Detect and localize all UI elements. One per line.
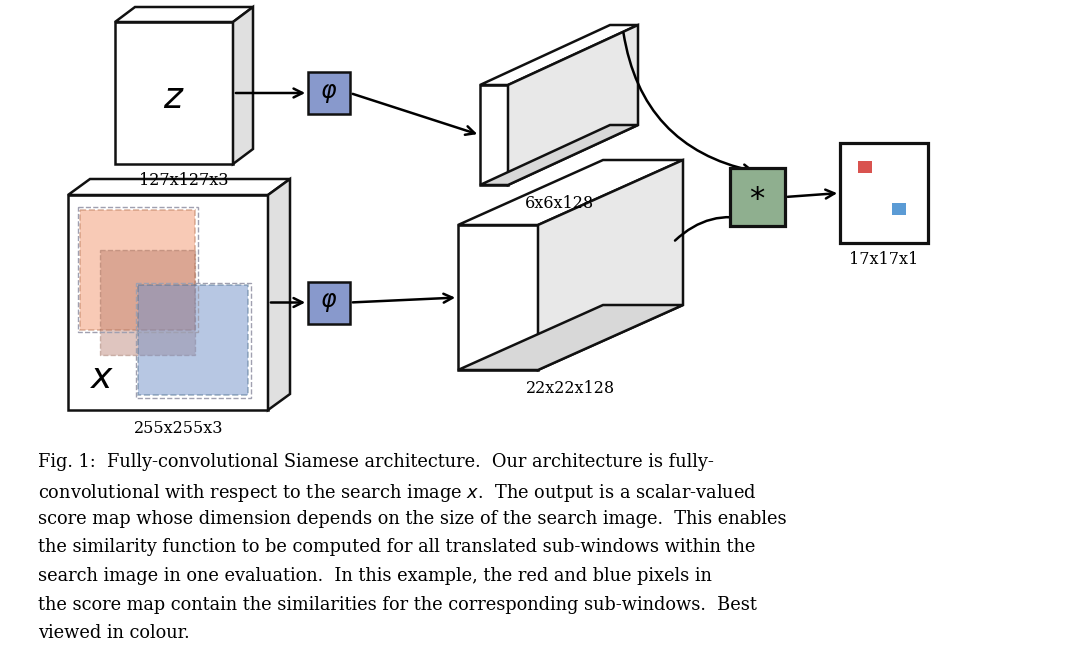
Polygon shape: [480, 85, 508, 185]
Polygon shape: [115, 7, 253, 22]
Text: 22x22x128: 22x22x128: [526, 380, 615, 397]
Bar: [138, 285, 248, 395]
Text: score map whose dimension depends on the size of the search image.  This enables: score map whose dimension depends on the…: [38, 510, 786, 528]
FancyBboxPatch shape: [840, 143, 928, 243]
Text: viewed in colour.: viewed in colour.: [38, 624, 190, 642]
Polygon shape: [115, 22, 233, 164]
Polygon shape: [268, 179, 290, 410]
Text: $\varphi$: $\varphi$: [320, 291, 338, 314]
Text: search image in one evaluation.  In this example, the red and blue pixels in: search image in one evaluation. In this …: [38, 567, 712, 585]
Polygon shape: [68, 195, 268, 410]
Polygon shape: [508, 25, 638, 185]
Text: 6x6x128: 6x6x128: [524, 195, 593, 212]
Polygon shape: [480, 125, 638, 185]
Bar: [892, 203, 906, 215]
Bar: [78, 207, 198, 332]
Text: $*$: $*$: [750, 181, 766, 212]
FancyBboxPatch shape: [730, 168, 785, 226]
Text: 17x17x1: 17x17x1: [850, 251, 919, 268]
Polygon shape: [68, 179, 290, 195]
Text: 255x255x3: 255x255x3: [135, 420, 224, 437]
Text: Fig. 1:  Fully-convolutional Siamese architecture.  Our architecture is fully-: Fig. 1: Fully-convolutional Siamese arch…: [38, 453, 714, 471]
Polygon shape: [233, 7, 253, 164]
Text: the score map contain the similarities for the corresponding sub-windows.  Best: the score map contain the similarities f…: [38, 596, 757, 614]
Text: $z$: $z$: [163, 81, 185, 115]
Bar: [136, 283, 251, 398]
Polygon shape: [538, 160, 683, 370]
Text: convolutional with respect to the search image $x$.  The output is a scalar-valu: convolutional with respect to the search…: [38, 481, 757, 503]
Bar: [80, 210, 195, 330]
Polygon shape: [458, 160, 683, 225]
Text: 127x127x3: 127x127x3: [139, 172, 228, 189]
Polygon shape: [480, 25, 638, 85]
Text: the similarity function to be computed for all translated sub-windows within the: the similarity function to be computed f…: [38, 539, 755, 556]
Polygon shape: [458, 225, 538, 370]
Bar: [100, 250, 195, 355]
Text: $\varphi$: $\varphi$: [320, 82, 338, 104]
FancyBboxPatch shape: [308, 72, 350, 114]
Text: $x$: $x$: [90, 361, 114, 395]
FancyBboxPatch shape: [308, 282, 350, 323]
Bar: [858, 161, 872, 173]
Polygon shape: [458, 305, 683, 370]
